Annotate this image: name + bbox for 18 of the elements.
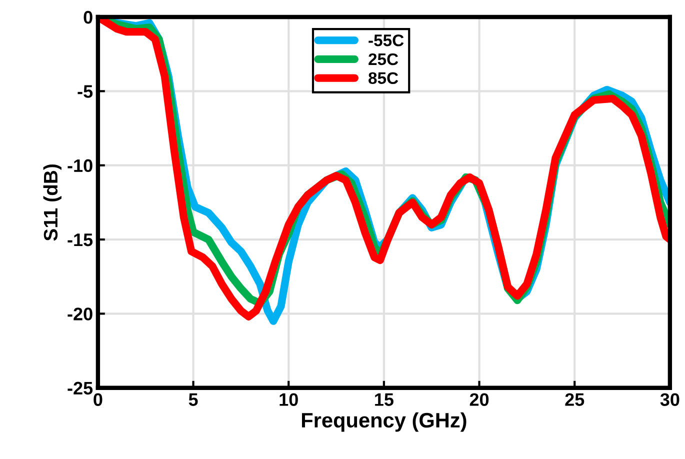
x-tick-label: 30 [660,393,680,406]
x-tick-label: 10 [280,393,298,406]
x-tick-label: 15 [375,393,394,406]
y-tick-label: -5 [78,85,93,98]
x-axis-title: Frequency (GHz) [302,412,466,432]
y-tick-label: -10 [68,159,92,172]
x-tick-label: 5 [188,393,198,406]
y-tick-label: -15 [68,234,93,246]
legend-label: -55C [368,34,404,46]
legend-label: 25C [368,53,398,66]
legend-label: 85C [368,72,398,84]
y-axis-title: S11 (dB) [43,164,62,241]
y-tick-label: 0 [84,10,92,24]
y-tick-label: -20 [68,308,92,320]
x-tick-label: 0 [94,393,102,406]
y-tick-label: -25 [68,382,93,395]
x-tick-label: 25 [565,393,584,406]
x-tick-label: 20 [470,393,489,406]
